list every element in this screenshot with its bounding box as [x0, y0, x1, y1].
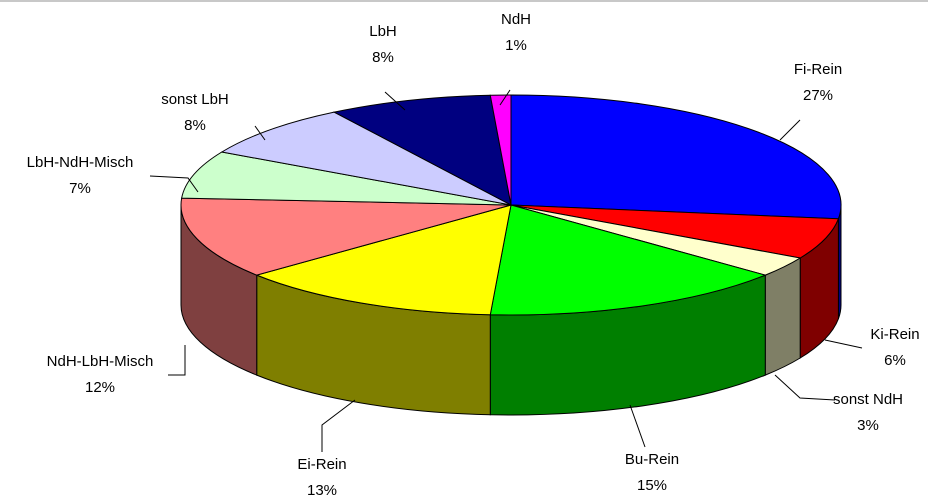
- labels: Fi-Rein 27% Ki-Rein 6% sonst NdH 3% Bu-Rein 15%…: [27, 11, 920, 496]
- slice-value-label: 7%: [69, 180, 91, 197]
- slice-label: Ei-Rein: [297, 456, 346, 473]
- slice-value-label: 1%: [505, 37, 527, 54]
- slice-label: Bu-Rein: [625, 451, 679, 468]
- slice-label: LbH: [369, 23, 397, 40]
- slice-value-label: 3%: [857, 417, 879, 434]
- slice-value-label: 8%: [372, 49, 394, 66]
- pie-slice: [255, 204, 512, 316]
- leader-line: [168, 345, 186, 376]
- leader-line: [824, 339, 863, 349]
- pie-slice: [181, 151, 512, 206]
- pie-slice: [332, 94, 512, 206]
- pie-slice: [489, 204, 767, 316]
- tops: [180, 94, 842, 316]
- pie-slice: [180, 197, 512, 276]
- sides: [180, 204, 842, 416]
- leader-line: [774, 374, 836, 401]
- pie-side: [764, 257, 801, 376]
- slice-value-label: 13%: [307, 482, 337, 496]
- slice-label: NdH-LbH-Misch: [47, 353, 154, 370]
- slice-value-label: 6%: [884, 352, 906, 369]
- slice-value-label: 8%: [184, 117, 206, 134]
- slice-label: sonst NdH: [833, 391, 903, 408]
- pie-slice: [510, 204, 840, 259]
- slice-value-label: 15%: [637, 477, 667, 494]
- slice-label: Fi-Rein: [794, 61, 842, 78]
- leader-line: [384, 91, 406, 111]
- leader-line: [499, 89, 511, 106]
- pie-slice: [220, 111, 512, 206]
- slice-label: Ki-Rein: [870, 326, 919, 343]
- leader-line: [254, 125, 266, 141]
- leader-line: [629, 404, 646, 448]
- leader-line: [321, 399, 356, 452]
- top-border: [0, 0, 928, 2]
- leader-line: [149, 175, 199, 193]
- slice-value-label: 27%: [803, 87, 833, 104]
- slice-label: NdH: [501, 11, 531, 28]
- slice-label: LbH-NdH-Misch: [27, 154, 134, 171]
- leader-line: [779, 119, 801, 141]
- slice-label: sonst LbH: [161, 91, 229, 108]
- pie-slice: [489, 94, 512, 206]
- pie-slice: [510, 94, 842, 220]
- slice-value-label: 12%: [85, 379, 115, 396]
